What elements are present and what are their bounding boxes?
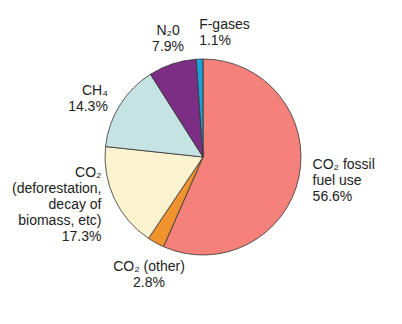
- svg-text:CH₄14.3%: CH₄14.3%: [68, 82, 108, 114]
- svg-text:F-gases1.1%: F-gases1.1%: [199, 16, 250, 48]
- svg-text:CO₂ (other)2.8%: CO₂ (other)2.8%: [113, 258, 185, 290]
- svg-text:N₂07.9%: N₂07.9%: [152, 22, 184, 54]
- svg-text:CO₂ fossilfuel use56.6%: CO₂ fossilfuel use56.6%: [313, 156, 375, 204]
- svg-text:CO₂(deforestation,decay ofbiom: CO₂(deforestation,decay ofbiomass, etc)1…: [12, 164, 102, 244]
